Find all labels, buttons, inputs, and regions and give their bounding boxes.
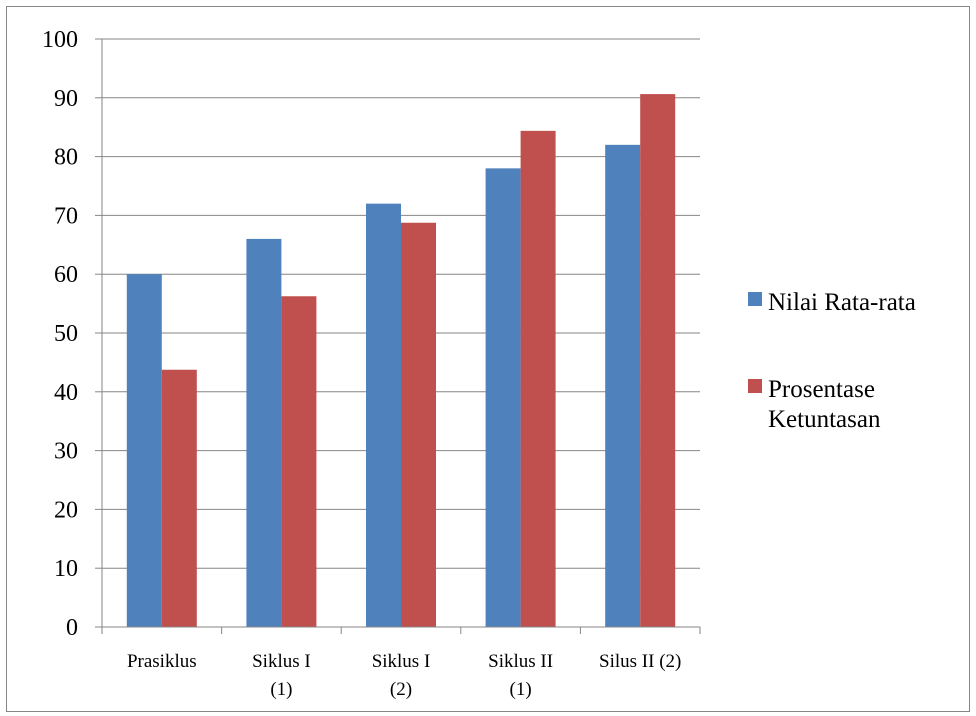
bar bbox=[485, 168, 521, 628]
y-tick-label: 10 bbox=[54, 556, 78, 582]
x-tick-label: Silus II (2) bbox=[599, 651, 681, 672]
legend-label: Prosentase bbox=[768, 376, 875, 403]
y-tick-label: 70 bbox=[54, 203, 78, 229]
bar bbox=[246, 238, 282, 628]
legend-swatch bbox=[748, 379, 762, 393]
bar bbox=[520, 130, 556, 628]
gridlines bbox=[102, 38, 700, 569]
y-tick-label: 90 bbox=[54, 86, 78, 112]
y-tick-label: 30 bbox=[54, 439, 78, 465]
legend-label: Nilai Rata-rata bbox=[768, 289, 916, 316]
bars bbox=[126, 94, 676, 628]
bar bbox=[281, 296, 317, 627]
x-tick-label: (1) bbox=[510, 679, 532, 700]
x-tick-label: Siklus I bbox=[372, 651, 431, 672]
bar bbox=[605, 144, 641, 627]
legend: Nilai Rata-rata Prosentase Ketuntasan bbox=[748, 289, 916, 433]
y-tick-label: 80 bbox=[54, 145, 78, 171]
y-tick-label: 20 bbox=[54, 497, 78, 523]
y-tick-labels: 0 10 20 30 40 50 60 70 80 90 100 bbox=[42, 27, 78, 641]
bar bbox=[161, 369, 197, 627]
x-tick-label: Siklus II bbox=[488, 651, 553, 672]
y-tick-label: 60 bbox=[54, 262, 78, 288]
x-tick-label: (2) bbox=[390, 679, 412, 700]
x-tick-labels: Prasiklus Siklus I (1) Siklus I (2) Siklus II… bbox=[127, 651, 681, 700]
bar bbox=[366, 203, 401, 627]
x-tick-label: (1) bbox=[270, 679, 292, 700]
y-tick-label: 50 bbox=[54, 321, 78, 347]
legend-swatch bbox=[748, 292, 762, 306]
y-tick-label: 40 bbox=[54, 380, 78, 406]
bar bbox=[640, 94, 676, 628]
y-tick-label: 100 bbox=[42, 27, 78, 53]
y-tick-label: 0 bbox=[66, 615, 78, 641]
x-tick-label: Prasiklus bbox=[127, 651, 197, 672]
bar bbox=[401, 222, 436, 627]
legend-label: Ketuntasan bbox=[768, 406, 881, 433]
bar bbox=[126, 274, 162, 627]
x-tick-label: Siklus I bbox=[252, 651, 311, 672]
axes bbox=[95, 38, 701, 634]
